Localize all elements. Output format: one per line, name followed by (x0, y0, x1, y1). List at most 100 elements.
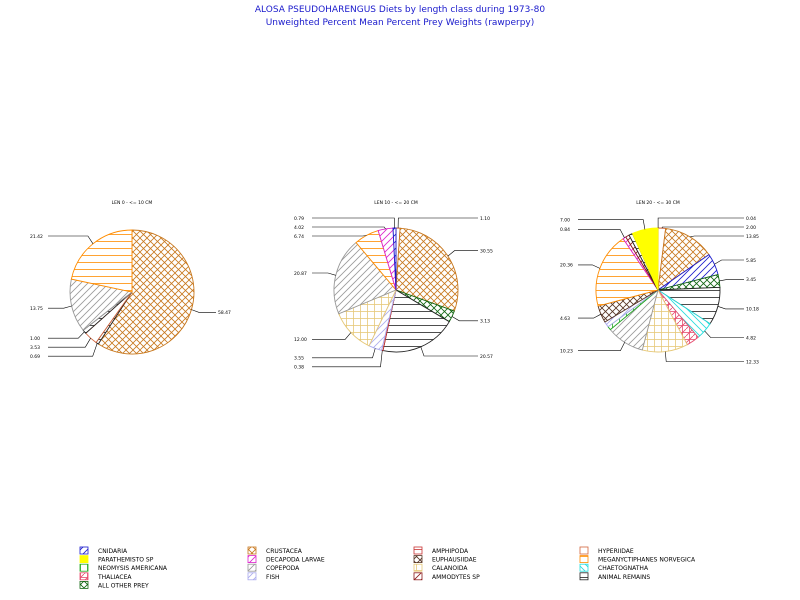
legend-swatch (79, 572, 89, 581)
slice-value-label: 2.00 (746, 225, 756, 231)
slice-value-label: 1.10 (480, 216, 490, 222)
leader-line (665, 351, 744, 362)
leader-line (717, 306, 744, 310)
legend-label: NEOMYSIS AMERICANA (98, 565, 168, 572)
leader-line (312, 235, 367, 237)
slice-value-label: 13.75 (30, 306, 43, 312)
pie-slice-crustacea (97, 229, 195, 355)
slice-value-label: 0.04 (746, 216, 756, 222)
legend-item-decapoda-larvae: DECAPODA LARVAE (247, 555, 325, 564)
legend-item-calanoida: CALANOIDA (413, 563, 468, 572)
chart-title: ALOSA PSEUDOHARENGUS Diets by length cla… (255, 5, 545, 15)
slice-value-label: 1.00 (30, 336, 40, 342)
leader-line (447, 250, 478, 257)
slice-value-label: 0.38 (294, 365, 304, 371)
slice-value-label: 7.00 (560, 217, 570, 223)
legend-swatch (413, 546, 423, 555)
pie-title: LEN 0 - <= 10 CM (112, 200, 153, 206)
leader-line (312, 272, 336, 276)
slice-value-label: 4.82 (746, 335, 756, 341)
legend-item-amphipoda: AMPHIPODA (413, 546, 469, 555)
leader-line (48, 338, 91, 348)
leader-line (451, 316, 478, 322)
leader-line (657, 217, 744, 228)
legend-label: CRUSTACEA (266, 548, 303, 555)
legend-label: HYPERIIDAE (598, 548, 634, 555)
legend-label: CNIDARIA (98, 548, 128, 555)
legend-label: AMMODYTES SP (432, 574, 480, 581)
legend-swatch (247, 546, 257, 555)
slice-value-label: 0.84 (560, 227, 570, 233)
legend-label: CHAETOGNATHA (598, 565, 649, 572)
legend-swatch (579, 563, 589, 572)
leader-line (312, 332, 352, 340)
slice-value-label: 12.33 (746, 359, 759, 365)
pies-layer: LEN 0 - <= 10 CM 21.42 13.75 1.00 3.53 0.69 58… (30, 200, 759, 371)
legend-item-animal-remains: ANIMAL REMAINS (579, 572, 650, 581)
legend-label: MEGANYCTIPHANES NORVEGICA (598, 557, 696, 564)
pie-slice-cnidaria (392, 227, 397, 291)
legend-swatch (79, 581, 89, 589)
slice-value-label: 20.87 (294, 271, 307, 277)
chart-subtitle: Unweighted Percent Mean Percent Prey Wei… (266, 18, 535, 28)
pie-title: LEN 10 - <= 20 CM (374, 200, 418, 206)
pie-title: LEN 20 - <= 30 CM (636, 200, 680, 206)
leader-line (661, 226, 744, 229)
slice-value-label: 0.79 (294, 216, 304, 222)
slice-value-label: 10.18 (746, 307, 759, 313)
slice-value-label: 0.69 (30, 354, 40, 360)
leader-line (312, 226, 386, 230)
leader-line (48, 305, 72, 309)
slice-value-label: 3.53 (30, 345, 40, 351)
slice-value-label: 12.00 (294, 337, 307, 343)
slice-value-label: 3.55 (294, 356, 304, 362)
legend-swatch (579, 572, 589, 581)
legend-label: COPEPODA (266, 565, 300, 572)
slice-value-label: 58.47 (218, 310, 231, 316)
slice-value-label: 21.42 (30, 234, 43, 240)
leader-line (578, 342, 625, 352)
legend-swatch (579, 555, 589, 563)
legend-label: FISH (266, 574, 280, 581)
legend-swatch (79, 555, 89, 563)
legend-item-thaliacea: THALIACEA (79, 572, 132, 581)
leader-line (191, 309, 216, 313)
legend-swatch (247, 555, 257, 563)
leader-line (312, 350, 383, 368)
legend-label: ANIMAL REMAINS (598, 574, 650, 581)
legend-item-neomysis-americana: NEOMYSIS AMERICANA (79, 563, 168, 572)
legend-label: THALIACEA (97, 574, 132, 581)
legend-item-ammodytes-sp: AMMODYTES SP (413, 572, 480, 581)
legend-label: ALL OTHER PREY (98, 582, 149, 589)
leader-line (578, 219, 646, 230)
legend-swatch (79, 563, 89, 572)
pie-slice-copepoda (69, 278, 134, 331)
leader-line (397, 217, 478, 229)
leader-line (48, 235, 94, 244)
slice-value-label: 5.85 (746, 258, 756, 264)
slice-value-label: 10.23 (560, 349, 573, 355)
leader-line (312, 217, 395, 229)
legend-swatch (413, 555, 423, 563)
pie-slice-meganyctiphanes-norvegica (70, 229, 133, 293)
slice-value-label: 4.63 (560, 316, 570, 322)
pie-3: LEN 20 - <= 30 CM 7.00 0.84 20.36 4.63 10.23 0… (560, 200, 759, 365)
slice-value-label: 3.13 (480, 319, 490, 325)
leader-line (719, 279, 744, 282)
legend-item-parathemisto-sp: PARATHEMISTO SP (79, 555, 154, 564)
slice-value-label: 3.45 (746, 277, 756, 283)
leader-line (312, 348, 376, 359)
pie-2: LEN 10 - <= 20 CM 0.79 4.02 6.74 20.87 12.00 3… (294, 200, 493, 371)
legend-label: DECAPODA LARVAE (266, 557, 325, 564)
legend-item-chaetognatha: CHAETOGNATHA (579, 563, 649, 572)
legend-item-meganyctiphanes-norvegica: MEGANYCTIPHANES NORVEGICA (579, 555, 696, 564)
slice-value-label: 20.36 (560, 263, 573, 269)
legend-swatch (413, 563, 423, 572)
leader-line (578, 264, 601, 269)
leader-line (704, 330, 744, 338)
legend-label: CALANOIDA (432, 565, 468, 572)
legend-item-cnidaria: CNIDARIA (79, 546, 128, 555)
legend-swatch (413, 572, 423, 581)
slice-value-label: 30.55 (480, 248, 493, 254)
